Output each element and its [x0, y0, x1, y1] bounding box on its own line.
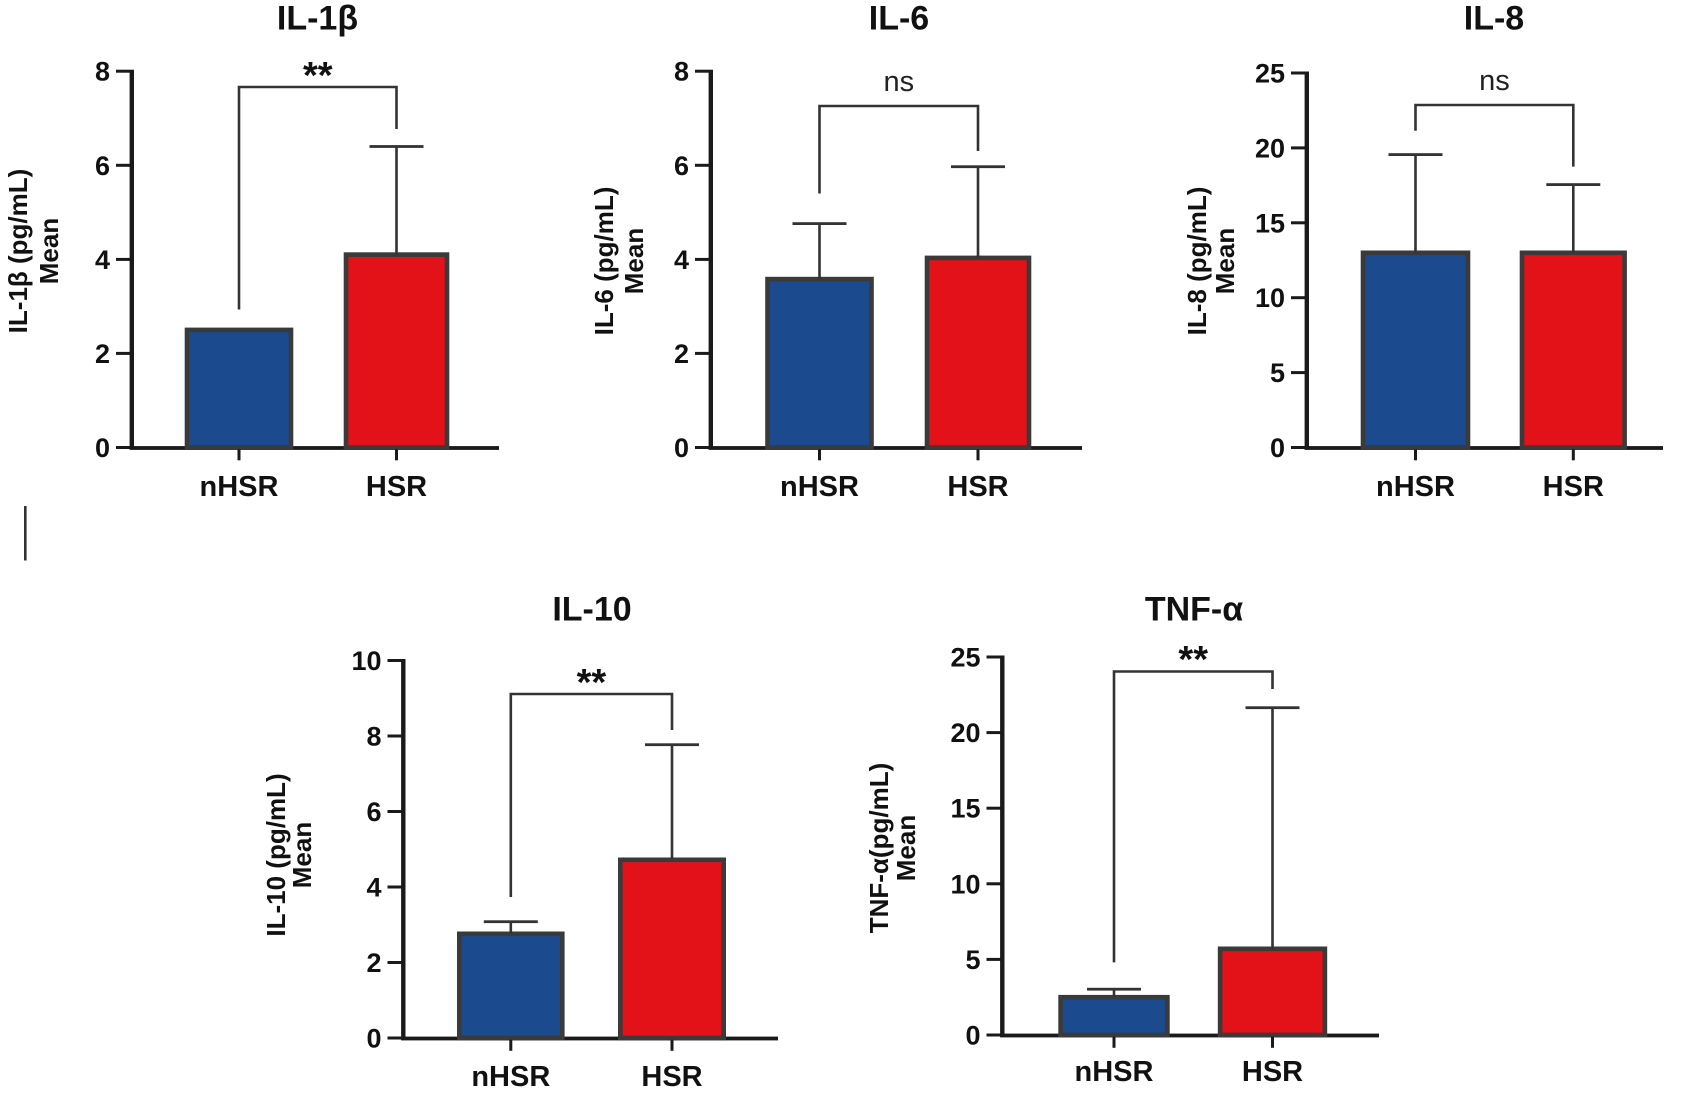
- svg-text:Mean: Mean: [287, 822, 317, 888]
- svg-text:8: 8: [674, 57, 689, 87]
- svg-text:10: 10: [950, 869, 980, 899]
- svg-text:nHSR: nHSR: [780, 471, 859, 503]
- svg-text:20: 20: [950, 718, 980, 748]
- svg-text:IL-6 (pg/mL): IL-6 (pg/mL): [589, 187, 619, 336]
- svg-text:0: 0: [366, 1024, 381, 1054]
- svg-text:IL-8: IL-8: [1464, 0, 1524, 38]
- svg-text:20: 20: [1255, 133, 1285, 163]
- svg-text:6: 6: [366, 797, 381, 827]
- svg-text:0: 0: [674, 433, 689, 463]
- svg-text:IL-1β: IL-1β: [277, 0, 358, 38]
- svg-text:0: 0: [965, 1021, 980, 1051]
- svg-text:10: 10: [351, 646, 381, 676]
- svg-text:HSR: HSR: [366, 471, 427, 503]
- svg-text:10: 10: [1255, 283, 1285, 313]
- svg-text:HSR: HSR: [947, 471, 1008, 503]
- svg-text:5: 5: [965, 945, 980, 975]
- svg-text:6: 6: [674, 151, 689, 181]
- svg-text:IL-8 (pg/mL): IL-8 (pg/mL): [1182, 187, 1212, 336]
- svg-text:Mean: Mean: [34, 218, 64, 284]
- svg-text:TNF-α(pg/mL): TNF-α(pg/mL): [864, 763, 894, 934]
- svg-text:15: 15: [950, 794, 980, 824]
- svg-text:HSR: HSR: [1242, 1056, 1303, 1088]
- svg-text:0: 0: [1270, 433, 1285, 463]
- svg-text:2: 2: [674, 339, 689, 369]
- svg-text:25: 25: [1255, 59, 1285, 89]
- svg-text:2: 2: [95, 339, 110, 369]
- svg-text:TNF-α: TNF-α: [1145, 591, 1243, 629]
- svg-text:2: 2: [366, 948, 381, 978]
- svg-text:**: **: [577, 662, 607, 704]
- svg-text:Mean: Mean: [1210, 228, 1240, 294]
- svg-text:ns: ns: [1479, 65, 1510, 97]
- svg-text:nHSR: nHSR: [200, 471, 279, 503]
- svg-text:Mean: Mean: [619, 228, 649, 294]
- svg-text:4: 4: [95, 245, 110, 275]
- svg-text:nHSR: nHSR: [1075, 1056, 1154, 1088]
- svg-text:0: 0: [95, 433, 110, 463]
- svg-text:8: 8: [366, 722, 381, 752]
- svg-text:IL-1β (pg/mL): IL-1β (pg/mL): [3, 169, 33, 334]
- svg-text:8: 8: [95, 57, 110, 87]
- svg-text:5: 5: [1270, 358, 1285, 388]
- svg-text:ns: ns: [883, 66, 914, 98]
- svg-text:15: 15: [1255, 208, 1285, 238]
- svg-text:nHSR: nHSR: [1376, 471, 1455, 503]
- svg-text:4: 4: [366, 873, 381, 903]
- svg-text:Mean: Mean: [891, 815, 921, 881]
- svg-text:6: 6: [95, 151, 110, 181]
- svg-text:**: **: [303, 55, 333, 97]
- svg-text:IL-10 (pg/mL): IL-10 (pg/mL): [261, 773, 291, 936]
- svg-text:HSR: HSR: [641, 1061, 702, 1093]
- svg-text:HSR: HSR: [1543, 471, 1604, 503]
- svg-text:IL-10: IL-10: [552, 591, 631, 629]
- svg-text:25: 25: [950, 643, 980, 673]
- svg-text:**: **: [1178, 639, 1208, 681]
- svg-text:nHSR: nHSR: [471, 1061, 550, 1093]
- svg-text:IL-6: IL-6: [869, 0, 929, 38]
- svg-text:4: 4: [674, 245, 689, 275]
